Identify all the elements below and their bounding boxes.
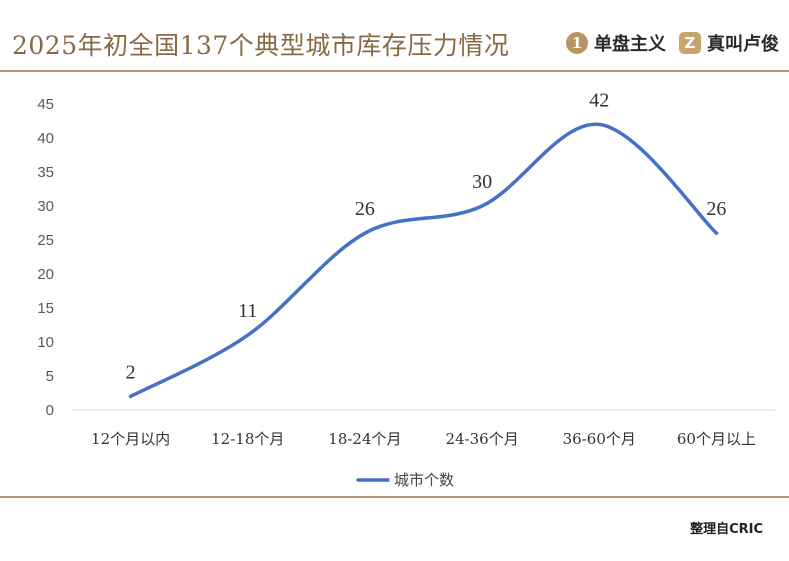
number-one-circle-icon: 1 [566,32,588,54]
footer-divider [0,496,789,498]
data-labels: 2 11 26 30 42 26 [126,89,727,383]
y-tick-label: 25 [37,232,54,249]
y-tick-label: 0 [46,402,54,419]
x-axis: 12个月以内 12-18个月 18-24个月 24-36个月 36-60个月 60个月以上 [91,430,756,448]
x-tick-label: 12个月以内 [91,430,170,448]
y-tick-label: 10 [37,334,54,351]
x-tick-label: 60个月以上 [677,430,756,448]
data-label: 11 [238,300,257,322]
y-tick-label: 45 [37,96,54,113]
brand-zhenjiao: Z 真叫卢俊 [679,30,779,56]
y-tick-label: 20 [37,266,54,283]
data-label: 30 [472,171,492,193]
source-note: 整理自CRIC [690,522,763,537]
y-axis: 0 5 10 15 20 25 30 35 40 45 [37,96,54,419]
y-tick-label: 40 [37,130,54,147]
x-tick-label: 18-24个月 [328,430,401,448]
chart-title: 2025年初全国137个典型城市库存压力情况 [12,31,510,60]
y-tick-label: 30 [37,198,54,215]
legend-label: 城市个数 [394,471,454,489]
series-line-城市个数 [128,122,719,399]
x-tick-label: 36-60个月 [563,430,636,448]
data-label: 42 [589,89,609,111]
y-tick-label: 5 [46,368,54,385]
z-square-icon: Z [679,32,701,54]
brand-zhenjiao-label: 真叫卢俊 [707,34,779,55]
header-divider [0,70,789,72]
data-label: 2 [126,361,136,383]
x-tick-label: 24-36个月 [445,430,518,448]
data-label: 26 [355,198,375,220]
brand-danpan-label: 单盘主义 [594,34,666,55]
x-tick-label: 12-18个月 [211,430,284,448]
y-tick-label: 35 [37,164,54,181]
brand-danpan: 1 单盘主义 [566,30,666,56]
data-label: 26 [706,198,726,220]
y-tick-label: 15 [37,300,54,317]
legend: 城市个数 [356,471,454,489]
